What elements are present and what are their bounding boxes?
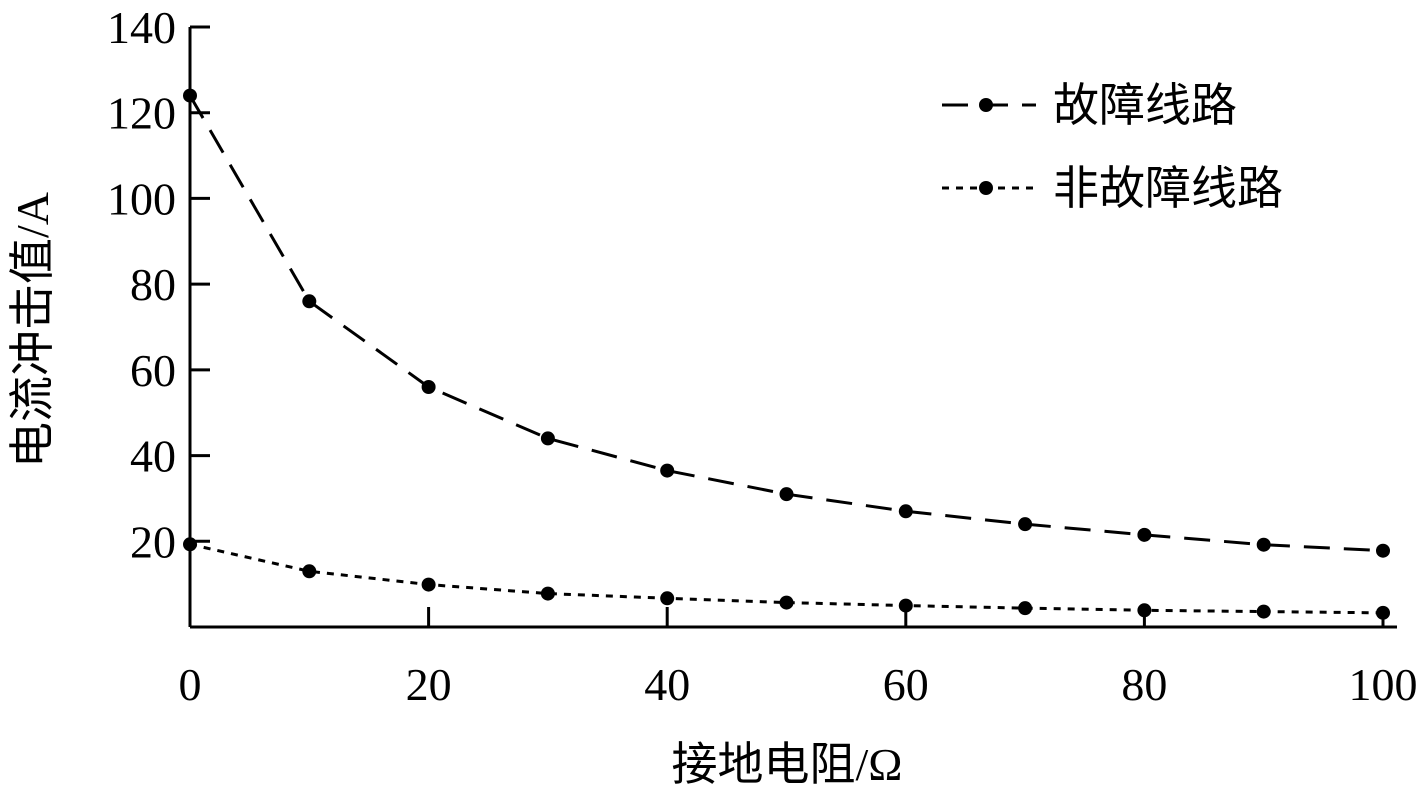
x-axis-title: 接地电阻/Ω bbox=[672, 739, 903, 790]
x-tick-label: 80 bbox=[1121, 659, 1167, 710]
legend-label-1: 故障线路 bbox=[1053, 80, 1237, 131]
ticks: 0 20 40 60 80 100 20 40 60 80 100 120 140 bbox=[107, 2, 1418, 710]
series-1-point bbox=[1137, 527, 1152, 542]
axes bbox=[188, 27, 1397, 629]
x-tick-label: 40 bbox=[644, 659, 690, 710]
y-tick-label: 120 bbox=[107, 88, 176, 139]
series-1-point bbox=[421, 380, 436, 394]
y-axis-title: 电流冲击值/A bbox=[7, 192, 58, 468]
series-1-point bbox=[302, 294, 317, 309]
series-1-point bbox=[1376, 543, 1390, 558]
series-1-point bbox=[183, 88, 197, 103]
y-tick-label: 80 bbox=[130, 259, 176, 310]
legend-label-2: 非故障线路 bbox=[1053, 163, 1283, 214]
series-2-point bbox=[1018, 601, 1033, 616]
y-tick-label: 140 bbox=[107, 2, 176, 53]
series-1-point bbox=[1018, 517, 1033, 532]
series-2-point bbox=[660, 591, 675, 606]
y-tick-label: 40 bbox=[130, 431, 176, 482]
y-tick-label: 100 bbox=[107, 173, 176, 224]
series-2-point bbox=[302, 564, 317, 579]
series-2-line bbox=[189, 542, 1384, 615]
series-2-point bbox=[1256, 604, 1271, 619]
x-tick-label: 0 bbox=[179, 659, 202, 710]
legend-swatch-marker-2 bbox=[979, 181, 993, 195]
x-tick-label: 60 bbox=[883, 659, 929, 710]
y-tick-label: 20 bbox=[130, 516, 176, 567]
series-2-point bbox=[1137, 603, 1152, 618]
y-tick-label: 60 bbox=[130, 345, 176, 396]
series-group bbox=[183, 88, 1390, 620]
series-1-point bbox=[1256, 537, 1271, 552]
series-1-point bbox=[660, 463, 675, 478]
x-tick-label: 20 bbox=[406, 659, 452, 710]
series-2-point bbox=[183, 537, 197, 552]
series-2-point bbox=[540, 586, 555, 601]
legend-swatch-marker-1 bbox=[979, 98, 993, 112]
series-1-line bbox=[188, 94, 1384, 553]
series-1-point bbox=[540, 431, 555, 446]
series-2-point bbox=[421, 577, 436, 592]
series-1-point bbox=[898, 504, 913, 519]
x-tick-label: 100 bbox=[1349, 659, 1418, 710]
series-2-point bbox=[779, 595, 794, 610]
series-1-point bbox=[779, 487, 794, 502]
series-2-point bbox=[1376, 605, 1390, 620]
series-2-point bbox=[898, 598, 913, 613]
